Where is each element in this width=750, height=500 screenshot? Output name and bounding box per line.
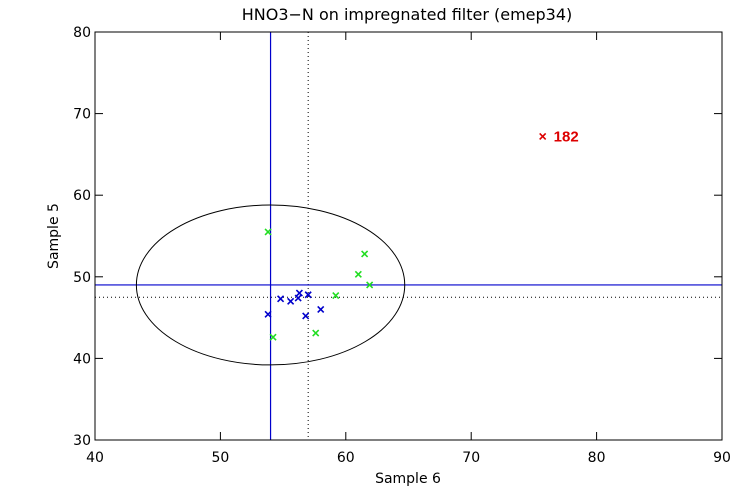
x-tick-label: 90 xyxy=(713,450,731,466)
x-tick-label: 80 xyxy=(588,450,606,466)
point-annotation: 182 xyxy=(554,128,579,145)
data-point xyxy=(539,132,547,141)
data-point xyxy=(317,305,325,314)
y-tick-label: 30 xyxy=(73,433,91,449)
x-tick-label: 60 xyxy=(337,450,355,466)
data-point xyxy=(361,250,369,258)
y-axis-title: Sample 5 xyxy=(46,203,62,269)
data-point xyxy=(264,228,272,236)
x-axis-title: Sample 6 xyxy=(375,471,441,487)
y-tick-label: 50 xyxy=(73,270,91,286)
y-tick-label: 80 xyxy=(73,25,91,41)
data-point xyxy=(277,295,285,303)
data-point xyxy=(354,270,362,278)
x-tick-label: 70 xyxy=(462,450,480,466)
data-point xyxy=(264,310,272,318)
data-point xyxy=(366,281,374,289)
plot-frame xyxy=(94,31,723,441)
plot-area: 182 xyxy=(95,32,722,440)
data-point xyxy=(269,333,277,341)
data-point xyxy=(295,289,303,297)
data-point xyxy=(287,297,295,305)
confidence-ellipse xyxy=(135,204,406,366)
data-point xyxy=(294,294,302,302)
data-point xyxy=(332,292,340,300)
data-point xyxy=(312,329,320,337)
y-tick-label: 60 xyxy=(73,188,91,204)
y-tick-label: 40 xyxy=(73,351,91,367)
data-point xyxy=(302,312,310,320)
x-tick-label: 50 xyxy=(211,450,229,466)
data-point xyxy=(304,291,312,299)
chart-title: HNO3−N on impregnated filter (emep34) xyxy=(242,5,573,24)
y-tick-label: 70 xyxy=(73,107,91,123)
x-tick-label: 40 xyxy=(86,450,104,466)
